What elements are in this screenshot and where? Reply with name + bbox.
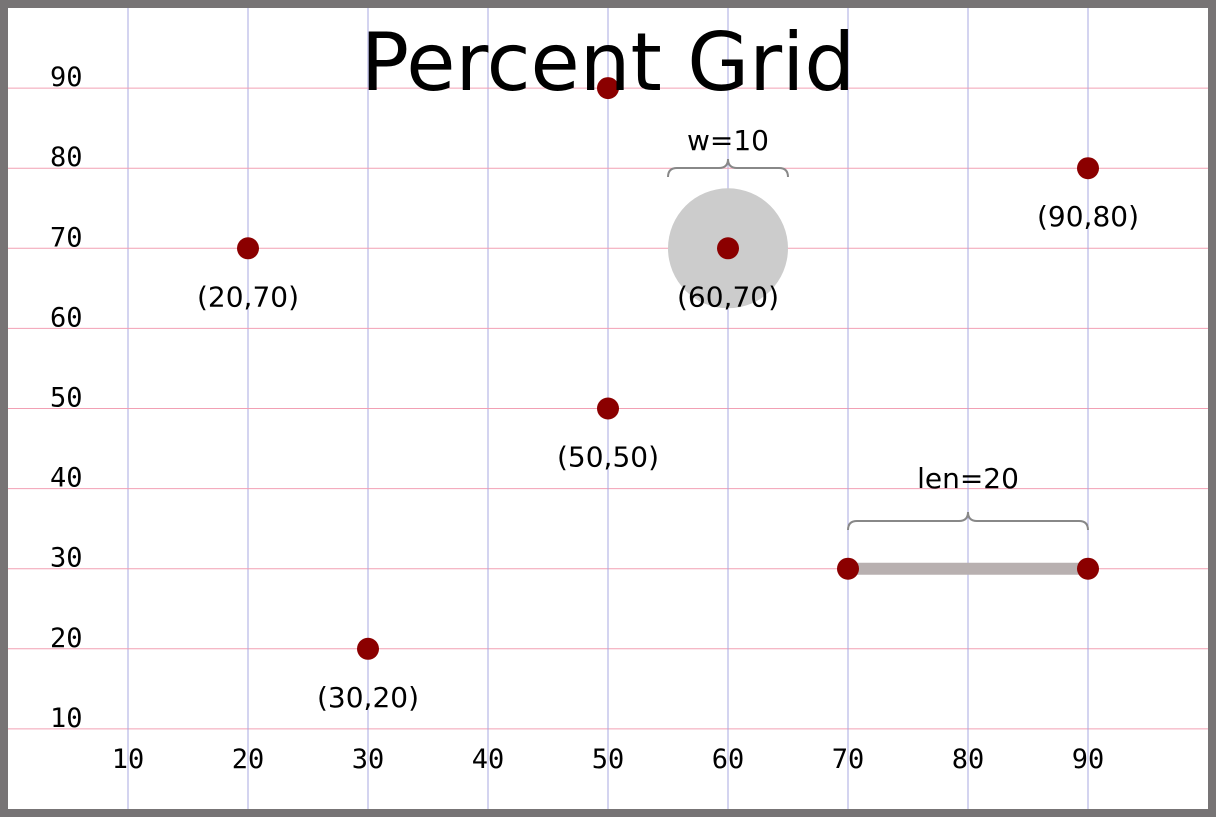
length-annotation: len=20 [917, 462, 1019, 495]
diagram-title: Percent Grid [361, 16, 855, 109]
x-tick-label: 60 [712, 744, 745, 775]
data-point [597, 77, 619, 100]
x-tick-label: 30 [352, 744, 385, 775]
x-tick-label: 20 [232, 744, 265, 775]
width-brace [667, 158, 789, 178]
point-label: (20,70) [197, 280, 299, 313]
point-label: (60,70) [677, 280, 779, 313]
shapes: w=10 len=20 [667, 124, 1089, 575]
data-point [1077, 557, 1099, 580]
data-point [357, 637, 379, 660]
data-point [717, 237, 739, 260]
data-point [837, 557, 859, 580]
y-tick-label: 40 [50, 463, 83, 494]
y-tick-label: 50 [50, 383, 83, 414]
axis-tick-labels: 10 20 30 40 50 60 70 80 90 90 80 70 60 50 40 30 20 10 [50, 62, 1104, 775]
y-tick-label: 90 [50, 62, 83, 93]
width-annotation: w=10 [687, 124, 769, 157]
y-tick-label: 70 [50, 222, 83, 253]
point-label: (90,80) [1037, 200, 1139, 233]
point-label: (30,20) [317, 681, 419, 714]
length-brace [847, 511, 1089, 531]
x-tick-label: 50 [592, 744, 625, 775]
x-tick-label: 10 [112, 744, 145, 775]
x-tick-label: 80 [952, 744, 985, 775]
data-points: (90,80) (20,70) (60,70) (50,50) (30,20) [197, 77, 1139, 714]
y-tick-label: 30 [50, 543, 83, 574]
y-tick-label: 20 [50, 623, 83, 654]
percent-grid-canvas: w=10 len=20 10 20 30 40 50 60 70 80 90 90 80 70 60 50… [8, 8, 1208, 809]
point-label: (50,50) [557, 441, 659, 474]
x-tick-label: 90 [1072, 744, 1105, 775]
x-tick-label: 70 [832, 744, 865, 775]
data-point [237, 237, 259, 260]
y-tick-label: 80 [50, 142, 83, 173]
data-point [597, 397, 619, 420]
percent-grid-diagram: w=10 len=20 10 20 30 40 50 60 70 80 90 90 80 70 60 50… [8, 8, 1208, 809]
y-tick-label: 60 [50, 302, 83, 333]
data-point [1077, 157, 1099, 180]
x-tick-label: 40 [472, 744, 505, 775]
y-tick-label: 10 [50, 703, 83, 734]
